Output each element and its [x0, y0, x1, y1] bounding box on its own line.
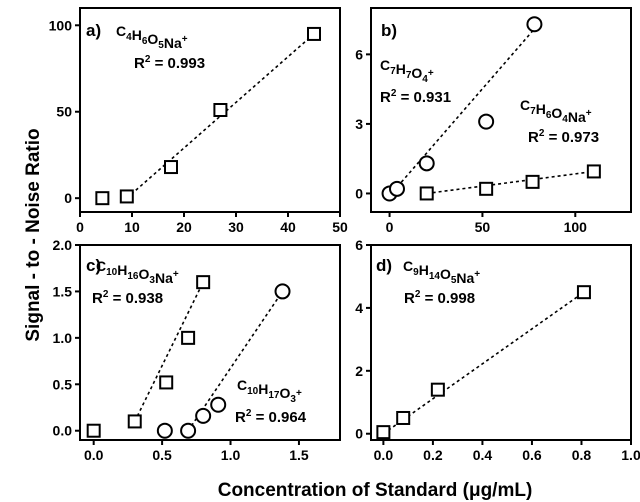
series-formula-label: C10H17O3+ [237, 377, 302, 405]
panel-label: a) [86, 21, 101, 40]
r-squared-annotation: R2 = 0.938 [92, 289, 163, 307]
panel-label: c) [86, 256, 101, 275]
x-tick-label: 0.6 [522, 447, 542, 463]
r-squared-annotation: R2 = 0.964 [235, 408, 307, 426]
square-point [127, 414, 142, 429]
y-tick-label: 4 [355, 300, 363, 316]
fit-line [187, 290, 284, 432]
y-tick-label: 0 [355, 185, 363, 201]
square-point [396, 410, 411, 425]
x-tick-label: 1.0 [621, 447, 640, 463]
panel-c: 0.0 0.5 1.0 1.5 0.0 0.5 1.0 1.5 2.0 c)C10H16O3Na+… [53, 237, 341, 463]
x-tick-label: 40 [280, 219, 296, 235]
square-point [181, 330, 196, 345]
y-tick-label: 0.0 [53, 423, 73, 439]
x-tick-label: 10 [124, 219, 140, 235]
y-tick-label: 100 [49, 17, 73, 33]
panel-d: 0.0 0.2 0.4 0.6 0.8 1.0 0 2 4 6 d) C9H14O5Na+ R2 = 0… [355, 237, 640, 463]
circle-point [156, 422, 173, 439]
square-point [164, 160, 178, 175]
y-tick-label: 0.5 [53, 376, 73, 392]
square-point [213, 103, 228, 117]
square-point [196, 275, 211, 290]
x-tick-label: 0.4 [473, 447, 493, 463]
x-tick-label: 50 [475, 219, 491, 235]
plot-frame [79, 244, 341, 441]
circle-point [418, 155, 435, 172]
y-tick-label: 50 [56, 104, 72, 120]
panel-a: 0 10 20 30 40 50 0 50 100 a) C4H6O5Na+ R2 = 0.993 [49, 7, 348, 235]
y-tick-label: 3 [355, 116, 363, 132]
x-tick-label: 0.8 [572, 447, 592, 463]
y-tick-label: 6 [355, 46, 363, 62]
y-tick-label: 1.0 [53, 330, 73, 346]
square-point [430, 382, 445, 397]
r-squared-annotation: R2 = 0.998 [404, 289, 475, 307]
series-formula-label: C4H6O5Na+ [116, 23, 188, 51]
y-tick-label: 2.0 [53, 237, 73, 253]
panel-b: 0 50 100 0 3 6 b) C7H7O4+ C7H6O4Na+ R2 = 0.931 R2 … [355, 7, 632, 235]
circle-point [274, 283, 291, 300]
panel-label: b) [381, 21, 397, 40]
square-point [376, 425, 391, 440]
circle-point [210, 396, 227, 413]
panel-label: d) [376, 256, 392, 275]
y-tick-label: 0 [355, 426, 363, 442]
r-squared-annotation: R2 = 0.931 [380, 88, 451, 106]
square-point [419, 186, 434, 201]
plot-frame [370, 7, 632, 213]
square-point [576, 285, 591, 300]
x-tick-label: 20 [176, 219, 192, 235]
x-tick-label: 100 [564, 219, 588, 235]
circle-point [526, 16, 543, 33]
series-formula-label: C7H6O4Na+ [520, 97, 592, 125]
series-formula-label: C10H16O3Na+ [96, 258, 179, 286]
series-formula-label: C9H14O5Na+ [403, 258, 480, 286]
x-tick-label: 50 [332, 219, 348, 235]
x-tick-label: 0.0 [84, 447, 104, 463]
circle-point [180, 422, 197, 439]
square-point [307, 26, 321, 41]
fit-line [382, 291, 585, 435]
x-axis-label: Concentration of Standard (μg/mL) [217, 480, 533, 501]
x-tick-label: 0.0 [374, 447, 394, 463]
fit-line [134, 281, 204, 422]
square-point [95, 191, 110, 206]
x-tick-label: 1.5 [289, 447, 309, 463]
series-formula-label: C7H7O4+ [380, 57, 434, 85]
y-tick-label: 1.5 [53, 283, 73, 299]
y-tick-label: 2 [355, 363, 363, 379]
y-tick-label: 0 [64, 190, 72, 206]
plot-frame [370, 244, 632, 441]
x-tick-label: 30 [228, 219, 244, 235]
square-point [586, 164, 601, 179]
fit-line [426, 170, 594, 195]
plot-frame [79, 7, 341, 213]
x-tick-label: 0 [386, 219, 394, 235]
y-tick-label: 6 [355, 237, 363, 253]
square-point [525, 174, 540, 189]
r-squared-annotation: R2 = 0.973 [528, 128, 599, 146]
square-point [479, 181, 494, 196]
x-tick-label: 1.0 [221, 447, 241, 463]
square-point [86, 423, 101, 438]
square-point [159, 375, 174, 390]
x-tick-label: 0.5 [152, 447, 172, 463]
fit-line [388, 28, 536, 197]
r-squared-annotation: R2 = 0.993 [134, 54, 205, 72]
y-axis-label: Signal - to - Noise Ratio [23, 128, 44, 342]
circle-point [389, 180, 405, 197]
square-point [119, 189, 134, 204]
x-tick-label: 0.2 [423, 447, 443, 463]
circle-point [478, 113, 495, 130]
circle-point [195, 407, 212, 424]
x-tick-label: 0 [76, 219, 84, 235]
